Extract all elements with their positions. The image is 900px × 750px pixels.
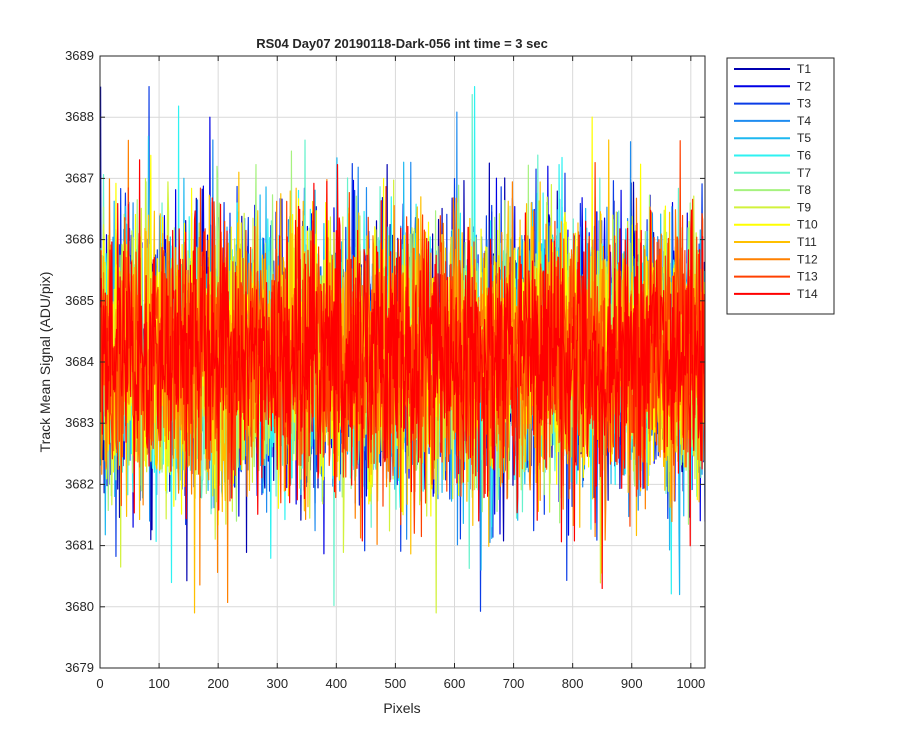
x-axis-label: Pixels <box>383 700 420 716</box>
y-tick-label: 3689 <box>65 48 94 63</box>
legend-label: T8 <box>797 183 811 197</box>
legend: T1 T2 T3 T4 T5 T6 T7 T8 T9 T10 T11 T12 T13 T14 <box>726 57 835 315</box>
y-axis-label: Track Mean Signal (ADU/pix) <box>37 272 53 453</box>
y-tick-label: 3683 <box>65 415 94 430</box>
x-tick-label: 700 <box>503 676 525 691</box>
y-tick-label: 3688 <box>65 109 94 124</box>
y-tick-label: 3685 <box>65 293 94 308</box>
legend-label: T7 <box>797 166 811 180</box>
y-tick-label: 3681 <box>65 538 94 553</box>
legend-label: T10 <box>797 218 818 232</box>
legend-box <box>726 57 835 315</box>
y-tick-label: 3682 <box>65 476 94 491</box>
axis-ticks: 0 100 200 300 400 500 600 700 800 900 1000 3679 3680… <box>65 48 705 691</box>
x-tick-label: 600 <box>444 676 466 691</box>
legend-label: T6 <box>797 149 811 163</box>
legend-label: T11 <box>797 235 817 249</box>
x-tick-label: 400 <box>325 676 347 691</box>
legend-label: T5 <box>797 131 811 145</box>
series-line-t14 <box>100 159 705 590</box>
legend-label: T3 <box>797 97 811 111</box>
x-tick-label: 300 <box>266 676 288 691</box>
legend-label: T1 <box>797 62 811 76</box>
series-layer <box>100 86 705 614</box>
legend-label: T9 <box>797 200 811 214</box>
x-tick-label: 900 <box>621 676 643 691</box>
x-tick-label: 200 <box>207 676 229 691</box>
legend-label: T12 <box>797 252 818 266</box>
y-tick-label: 3687 <box>65 170 94 185</box>
y-tick-label: 3679 <box>65 660 94 675</box>
y-tick-label: 3686 <box>65 232 94 247</box>
legend-label: T14 <box>797 287 818 301</box>
legend-label: T13 <box>797 270 818 284</box>
series-line-t13 <box>100 140 705 538</box>
x-tick-label: 800 <box>562 676 584 691</box>
x-tick-label: 0 <box>96 676 103 691</box>
chart-title: RS04 Day07 20190118-Dark-056 int time = … <box>256 36 548 51</box>
y-tick-label: 3684 <box>65 354 94 369</box>
legend-label: T4 <box>797 114 811 128</box>
x-tick-label: 100 <box>148 676 170 691</box>
x-tick-label: 500 <box>385 676 407 691</box>
y-tick-label: 3680 <box>65 599 94 614</box>
legend-label: T2 <box>797 79 811 93</box>
x-tick-label: 1000 <box>676 676 705 691</box>
